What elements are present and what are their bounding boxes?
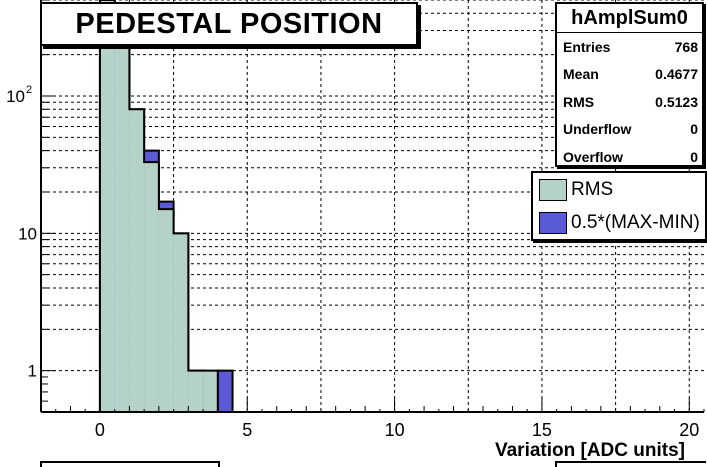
stats-value: 0.4677: [655, 66, 698, 83]
stats-row-entries: Entries 768: [557, 33, 702, 61]
stats-label: Entries: [563, 38, 611, 55]
x-tick-label: 15: [532, 420, 552, 440]
stats-value: 0.5123: [655, 93, 698, 110]
legend-label-maxmin: 0.5*(MAX-MIN): [571, 211, 700, 233]
legend-label-rms: RMS: [571, 178, 614, 200]
histogram-bar-series-1: [217, 370, 233, 412]
stats-label: Underflow: [563, 121, 632, 138]
legend-swatch-maxmin: [539, 211, 567, 234]
histogram-bar-series-0: [173, 233, 189, 412]
histogram-bar-series-0: [114, 43, 130, 412]
lower-pad-title-edge: [40, 461, 220, 467]
y-tick-label: 10: [18, 224, 37, 243]
stats-label: RMS: [563, 93, 595, 110]
stats-row-overflow: Overflow 0: [557, 143, 702, 171]
x-tick-label: 0: [95, 420, 105, 440]
histogram-bar-series-0: [203, 370, 218, 412]
stats-row-rms: RMS 0.5123: [557, 88, 702, 116]
histogram-bar-series-0: [158, 209, 174, 412]
histogram-bar-series-0: [144, 162, 159, 412]
chart-title-text: PEDESTAL POSITION: [75, 7, 383, 40]
stats-label: Overflow: [563, 148, 623, 165]
stats-label: Mean: [563, 66, 599, 83]
legend: RMS 0.5*(MAX-MIN): [531, 171, 707, 241]
legend-swatch-rms: [539, 178, 567, 201]
x-tick-label: 20: [679, 420, 699, 440]
stats-histogram-name: hAmplSum0: [557, 4, 702, 33]
stats-box: hAmplSum0 Entries 768 Mean 0.4677 RMS 0.…: [555, 2, 704, 167]
stats-row-underflow: Underflow 0: [557, 116, 702, 144]
histogram-bar-series-0: [188, 370, 204, 412]
legend-entry-maxmin: 0.5*(MAX-MIN): [533, 206, 705, 239]
stats-value: 0: [690, 121, 698, 138]
stats-value: 768: [674, 38, 698, 55]
legend-entry-rms: RMS: [533, 173, 705, 206]
stats-row-mean: Mean 0.4677: [557, 61, 702, 89]
chart-title: PEDESTAL POSITION: [40, 2, 418, 46]
x-tick-label: 5: [242, 420, 252, 440]
x-tick-label: 10: [385, 420, 405, 440]
lower-pad-stats-edge: [555, 461, 706, 467]
x-axis-label: Variation [ADC units]: [494, 440, 685, 461]
stats-value: 0: [690, 148, 698, 165]
histogram-bar-series-0: [129, 109, 145, 413]
y-tick-label: 10: [6, 87, 25, 106]
y-tick-label-exponent: 2: [26, 84, 32, 96]
histogram-bar-series-0: [99, 0, 115, 412]
y-tick-label: 1: [28, 362, 37, 381]
